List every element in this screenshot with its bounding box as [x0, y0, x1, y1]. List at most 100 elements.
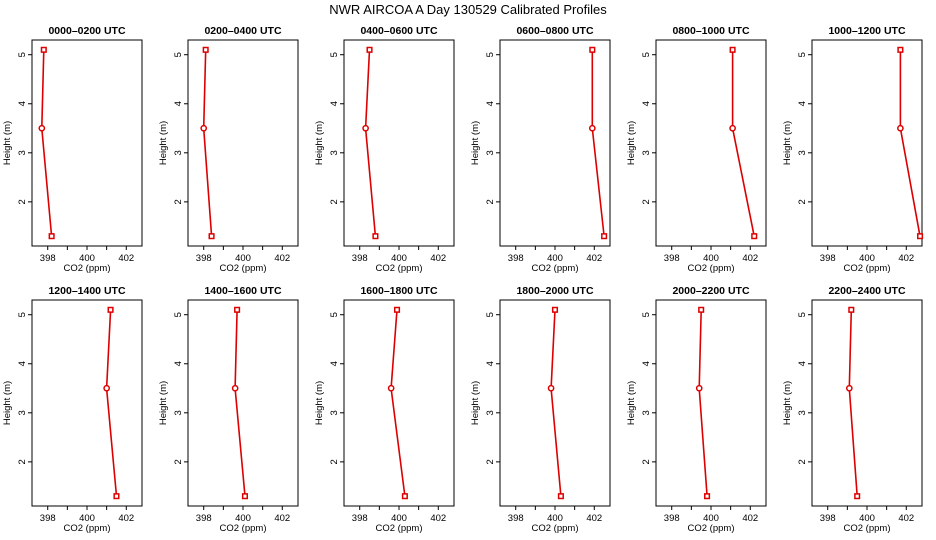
panel-title: 1600–1800 UTC: [360, 285, 437, 297]
data-point: [589, 46, 596, 53]
x-tick-label: 398: [352, 253, 368, 264]
x-tick-label: 398: [196, 253, 212, 264]
x-tick-label: 402: [274, 253, 290, 264]
y-tick-label: 4: [173, 101, 184, 106]
panel-title: 2000–2200 UTC: [672, 285, 749, 297]
y-tick-label: 5: [641, 312, 652, 317]
profile-line: [364, 49, 377, 237]
x-tick-label: 402: [586, 253, 602, 264]
x-tick-label: 400: [703, 513, 719, 524]
profile-line: [698, 309, 708, 497]
x-tick-label: 398: [664, 253, 680, 264]
y-axis-label: Height (m): [158, 121, 169, 165]
panel-title: 0000–0200 UTC: [48, 25, 125, 37]
data-point: [588, 124, 596, 132]
y-tick-label: 5: [329, 312, 340, 317]
x-axis-label: CO2 (ppm): [376, 263, 423, 274]
plot-frame: [343, 39, 455, 247]
profile-line: [848, 309, 858, 497]
profile-line: [105, 309, 118, 497]
y-tick-label: 2: [173, 459, 184, 464]
x-tick-label: 402: [742, 253, 758, 264]
data-point: [366, 46, 373, 53]
data-point: [372, 233, 379, 240]
data-point: [698, 306, 705, 313]
panel-4: 0600–0800 UTC 398 400 402 2 3 4 5 CO2 (ppm) Heigh…: [470, 25, 611, 274]
data-point: [695, 384, 703, 392]
y-tick-label: 5: [17, 52, 28, 57]
y-tick-label: 2: [641, 459, 652, 464]
y-tick-label: 3: [485, 410, 496, 415]
x-tick-label: 400: [859, 513, 875, 524]
y-tick-label: 5: [485, 312, 496, 317]
profile-line: [550, 309, 562, 497]
data-point: [601, 233, 608, 240]
y-tick-label: 5: [17, 312, 28, 317]
y-tick-label: 5: [173, 52, 184, 57]
data-point: [393, 306, 401, 313]
panel-2: 0200–0400 UTC 398 400 402 2 3 4 5 CO2 (ppm) Heigh…: [158, 25, 299, 274]
x-tick-label: 400: [703, 253, 719, 264]
data-point: [897, 124, 904, 132]
x-tick-label: 398: [40, 253, 56, 264]
panel-12: 2200–2400 UTC 398 400 402 2 3 4 5 CO2 (ppm) Heigh…: [782, 285, 923, 534]
profile-line: [202, 49, 213, 237]
y-axis-label: Height (m): [782, 121, 793, 165]
data-point: [38, 124, 46, 132]
y-tick-label: 4: [641, 361, 652, 366]
panel-3: 0400–0600 UTC 398 400 402 2 3 4 5 CO2 (ppm) Heigh…: [314, 25, 455, 274]
y-tick-label: 3: [173, 410, 184, 415]
data-point: [551, 306, 559, 313]
plot-frame: [31, 299, 143, 507]
y-tick-label: 3: [485, 150, 496, 155]
x-axis-label: CO2 (ppm): [64, 263, 111, 274]
y-tick-label: 3: [797, 150, 808, 155]
y-axis-label: Height (m): [158, 381, 169, 425]
panel-6: 1000–1200 UTC 398 400 402 2 3 4 5 CO2 (ppm) Heigh…: [782, 25, 924, 274]
y-axis-label: Height (m): [626, 381, 637, 425]
y-tick-label: 5: [485, 52, 496, 57]
y-axis-label: Height (m): [782, 381, 793, 425]
x-tick-label: 400: [547, 513, 563, 524]
y-tick-label: 5: [173, 312, 184, 317]
x-tick-label: 400: [547, 253, 563, 264]
y-tick-label: 4: [485, 361, 496, 366]
x-tick-label: 398: [508, 513, 524, 524]
x-tick-label: 398: [820, 513, 836, 524]
data-point: [113, 493, 120, 500]
y-tick-label: 2: [797, 199, 808, 204]
panel-1: 0000–0200 UTC 398 400 402 2 3 4 5 CO2 (ppm) Heigh…: [2, 25, 143, 274]
x-tick-label: 402: [898, 253, 914, 264]
data-point: [848, 306, 855, 313]
y-tick-label: 3: [17, 150, 28, 155]
x-tick-label: 402: [430, 513, 446, 524]
y-tick-label: 3: [641, 150, 652, 155]
data-point: [40, 46, 47, 53]
x-tick-label: 400: [79, 253, 95, 264]
y-tick-label: 4: [797, 361, 808, 366]
y-tick-label: 2: [329, 459, 340, 464]
y-tick-label: 5: [797, 52, 808, 57]
x-tick-label: 402: [742, 513, 758, 524]
x-axis-label: CO2 (ppm): [844, 523, 891, 534]
data-point: [103, 384, 110, 392]
panel-title: 1000–1200 UTC: [828, 25, 905, 37]
data-point: [48, 233, 55, 240]
profile-line: [591, 49, 605, 237]
panel-title: 1800–2000 UTC: [516, 285, 593, 297]
y-tick-label: 4: [17, 361, 28, 366]
panel-title: 1400–1600 UTC: [204, 285, 281, 297]
data-point: [362, 124, 369, 132]
panel-title: 0800–1000 UTC: [672, 25, 749, 37]
x-tick-label: 402: [274, 513, 290, 524]
panel-8: 1400–1600 UTC 398 400 402 2 3 4 5 CO2 (ppm) Heigh…: [158, 285, 299, 534]
panel-7: 1200–1400 UTC 398 400 402 2 3 4 5 CO2 (ppm) Heigh…: [2, 285, 143, 534]
y-tick-label: 3: [173, 150, 184, 155]
data-point: [231, 384, 239, 392]
x-tick-label: 400: [391, 513, 407, 524]
plot-frame: [811, 299, 923, 507]
data-point: [401, 493, 408, 500]
x-tick-label: 398: [352, 513, 368, 524]
data-point: [897, 46, 904, 53]
